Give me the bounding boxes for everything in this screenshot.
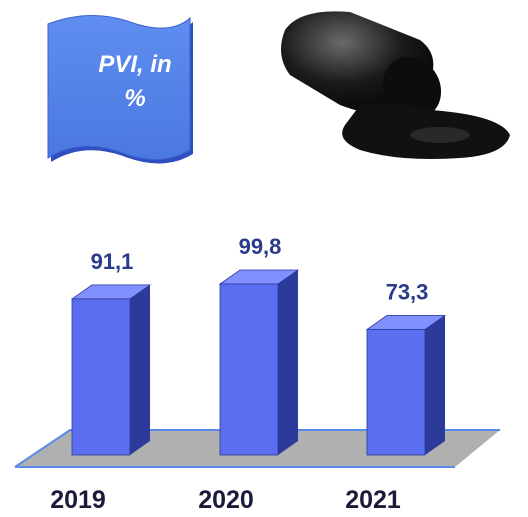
- x-tick-label: 2020: [198, 486, 254, 514]
- chart-title: PVI, in %: [98, 51, 172, 112]
- bar: [71, 298, 131, 456]
- oil-image: [281, 11, 510, 159]
- bar: [219, 283, 279, 456]
- x-tick-label: 2019: [50, 486, 106, 514]
- bar-side: [278, 270, 298, 455]
- bar-side: [130, 284, 150, 455]
- value-label: 99,8: [239, 234, 282, 259]
- flag: [47, 15, 191, 161]
- floor-edge: [14, 429, 500, 468]
- bar: [366, 329, 426, 456]
- value-label: 91,1: [91, 249, 134, 274]
- bar-side: [425, 315, 445, 455]
- value-label: 73,3: [386, 279, 429, 304]
- x-tick-label: 2021: [345, 486, 401, 514]
